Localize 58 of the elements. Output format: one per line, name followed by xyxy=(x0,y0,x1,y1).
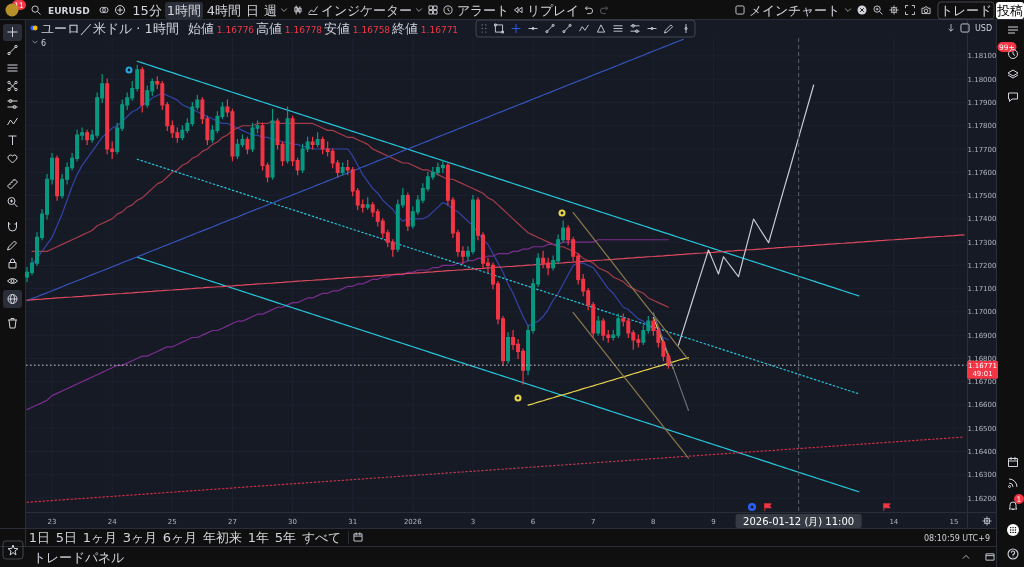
candlestick xyxy=(285,106,290,164)
candlestick xyxy=(365,197,370,211)
text: 4時間 xyxy=(206,3,242,18)
text: 週 xyxy=(263,3,277,18)
line-series xyxy=(652,312,690,411)
text: 08:10:59 UTC+9 xyxy=(923,534,990,543)
line-series xyxy=(31,92,669,341)
line-series xyxy=(572,311,690,459)
text: トレードパネル xyxy=(33,550,124,565)
line-series xyxy=(136,256,860,493)
line-series xyxy=(26,239,669,411)
annotation: 高値 1.16778 xyxy=(256,21,323,36)
line-series xyxy=(136,158,860,395)
text: 5年 xyxy=(274,530,297,545)
text: アラート xyxy=(457,3,509,18)
text: メインチャート xyxy=(749,3,840,18)
line-series xyxy=(26,436,965,503)
candlestick xyxy=(245,136,250,155)
candlestick xyxy=(405,192,410,232)
text: 年初来 xyxy=(203,530,242,545)
candlestick xyxy=(601,318,606,341)
candlestick xyxy=(506,332,510,364)
chart-title: ユーロ／米ドル · 1時間 xyxy=(41,21,179,36)
text: USD xyxy=(975,24,993,33)
text: EURUSD xyxy=(48,6,90,16)
candlestick xyxy=(596,315,601,336)
annotation: 安値 1.16758 xyxy=(324,21,391,36)
line-series xyxy=(31,120,669,308)
candlestick xyxy=(340,162,345,176)
candlestick xyxy=(315,132,320,148)
candlestick xyxy=(55,155,60,201)
text: 5日 xyxy=(55,530,78,545)
text: 15分 xyxy=(132,3,162,18)
x-tick-label: 2026-01-12 (月) 11:00 xyxy=(743,515,855,527)
candlestick xyxy=(85,129,90,145)
line-series xyxy=(527,356,690,406)
line-series xyxy=(572,211,690,361)
annotation: 6 xyxy=(41,39,47,48)
candlestick xyxy=(105,78,110,155)
line-series xyxy=(26,38,684,302)
text: すべて xyxy=(302,530,341,545)
text: 1年 xyxy=(247,530,270,545)
annotation: 終値 1.16771 xyxy=(391,21,459,36)
line-series xyxy=(136,60,860,297)
text: 日 xyxy=(245,3,259,18)
text: 1ヶ月 xyxy=(82,530,118,545)
candlestick xyxy=(440,160,445,173)
text: 1日 xyxy=(28,530,51,545)
text: 3ヶ月 xyxy=(122,530,158,545)
candlestick xyxy=(140,66,145,113)
candlestick xyxy=(270,108,275,180)
text: 6ヶ月 xyxy=(162,530,198,545)
text: リプレイ xyxy=(527,3,579,18)
text: インジケーター xyxy=(321,3,412,18)
line-series xyxy=(677,84,815,346)
candlestick xyxy=(310,136,315,150)
line-series xyxy=(26,234,965,301)
annotation: 始値 1.16776 xyxy=(188,21,255,36)
